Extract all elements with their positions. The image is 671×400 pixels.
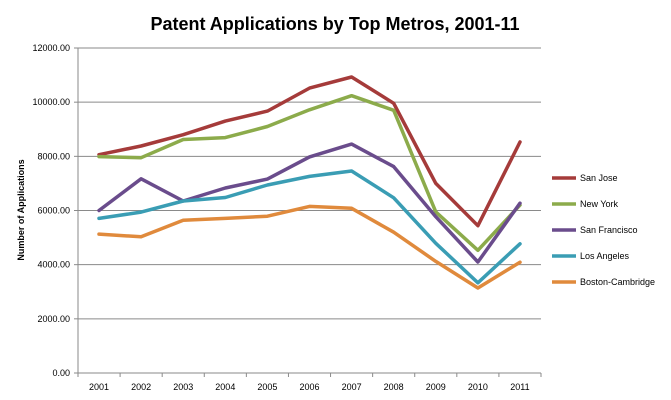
legend-label: Los Angeles	[580, 251, 630, 261]
x-tick-label: 2007	[342, 382, 362, 392]
gridlines	[78, 47, 541, 320]
legend-item: San Francisco	[552, 225, 638, 235]
legend-item: New York	[552, 199, 619, 209]
y-tick-label: 0.00	[52, 368, 70, 378]
x-tick-label: 2006	[299, 382, 319, 392]
y-tick-label: 6000.00	[37, 206, 70, 216]
legend-label: San Jose	[580, 173, 618, 183]
y-axis-label: Number of Applications	[16, 159, 26, 260]
x-tick-label: 2001	[89, 382, 109, 392]
x-tick-label: 2005	[257, 382, 277, 392]
x-tick-label: 2002	[131, 382, 151, 392]
legend-label: New York	[580, 199, 619, 209]
legend-label: San Francisco	[580, 225, 638, 235]
y-tick-label: 4000.00	[37, 260, 70, 270]
y-tick-label: 2000.00	[37, 314, 70, 324]
x-tick-label: 2010	[468, 382, 488, 392]
x-tick-label: 2004	[215, 382, 235, 392]
x-tick-label: 2003	[173, 382, 193, 392]
legend: San Jose New York San Francisco Los Angeles…	[552, 173, 655, 287]
x-tick-label: 2011	[510, 382, 529, 392]
axes: 0.00 2000.00 4000.00 6000.00 8000.00 10000.00…	[32, 43, 542, 392]
legend-item: San Jose	[552, 173, 618, 183]
y-tick-label: 10000.00	[32, 97, 70, 107]
legend-item: Los Angeles	[552, 251, 630, 261]
x-tick-label: 2008	[384, 382, 404, 392]
chart-title: Patent Applications by Top Metros, 2001-…	[150, 14, 519, 34]
series-line-san-francisco	[97, 142, 522, 264]
y-tick-label: 12000.00	[32, 43, 70, 53]
series-line-los-angeles	[97, 169, 522, 285]
legend-label: Boston-Cambridge	[580, 277, 655, 287]
y-tick-label: 8000.00	[37, 151, 70, 161]
x-tick-label: 2009	[426, 382, 446, 392]
series-line-boston-cambridge	[97, 204, 522, 290]
legend-item: Boston-Cambridge	[552, 277, 655, 287]
series-line-san-jose	[97, 75, 522, 228]
series-line-new-york	[97, 93, 522, 253]
series-lines	[97, 75, 522, 290]
